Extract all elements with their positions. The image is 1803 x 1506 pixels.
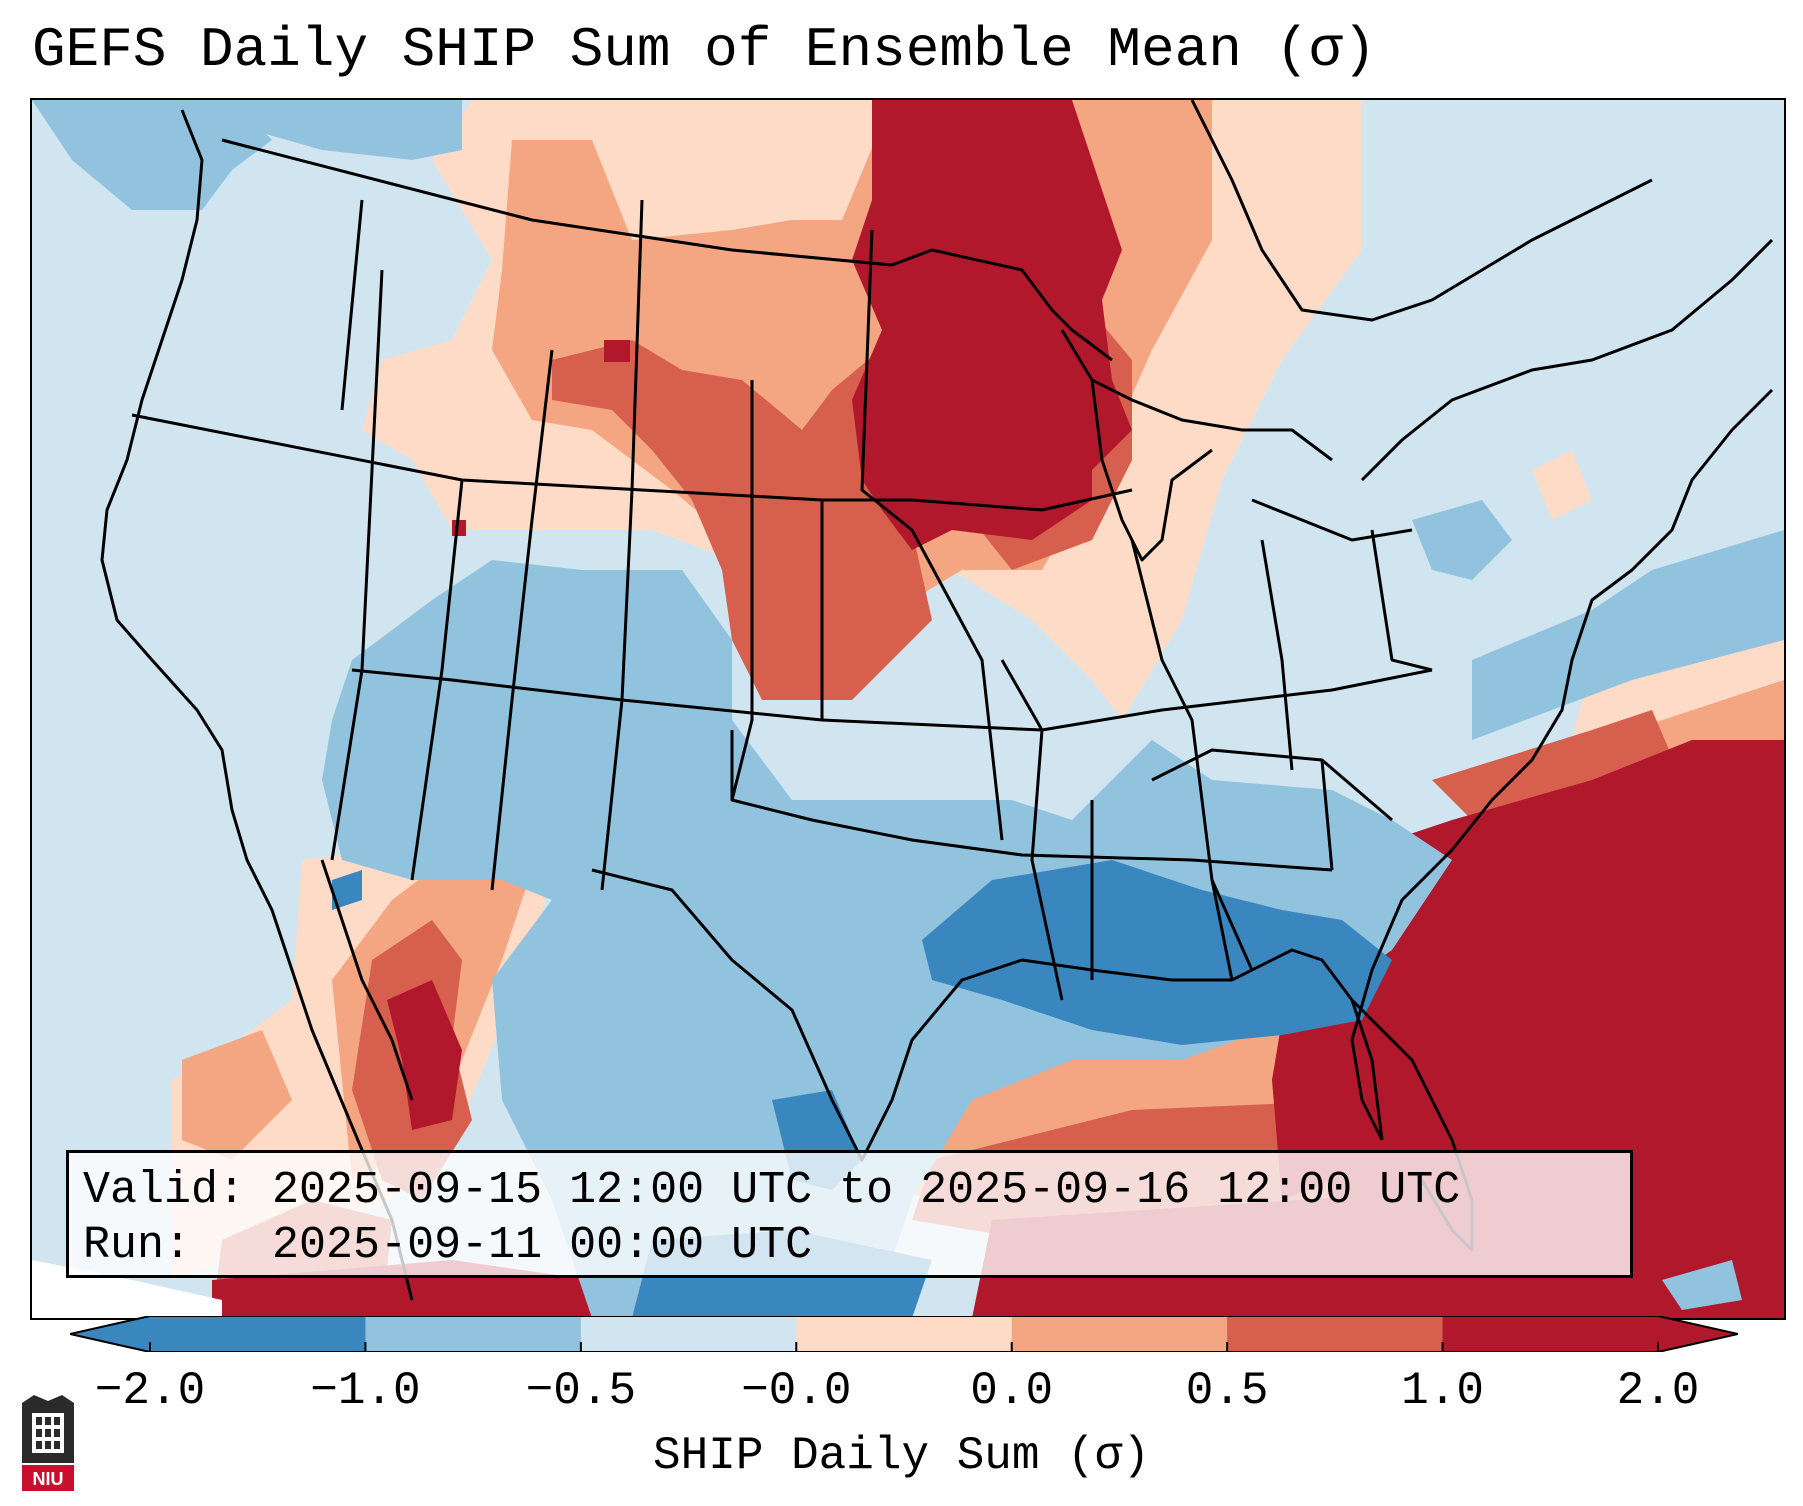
colorbar: [69, 1315, 1739, 1353]
colorbar-label: SHIP Daily Sum (σ): [653, 1430, 1150, 1482]
valid-row: Valid: 2025-09-15 12:00 UTC to 2025-09-1…: [83, 1163, 1616, 1218]
colorbar-extend-high: [1658, 1316, 1738, 1352]
colorbar-tick-label: −1.0: [310, 1365, 421, 1417]
colorbar-segment: [1011, 1316, 1228, 1352]
valid-text: 2025-09-15 12:00 UTC to 2025-09-16 12:00…: [272, 1165, 1461, 1216]
colorbar-tick-label: −0.0: [741, 1365, 852, 1417]
info-box: Valid: 2025-09-15 12:00 UTC to 2025-09-1…: [66, 1150, 1633, 1278]
colorbar-segment: [580, 1316, 797, 1352]
run-row: Run: 2025-09-11 00:00 UTC: [83, 1218, 1616, 1273]
colorbar-segment: [796, 1316, 1013, 1352]
colorbar-tick-label: 0.5: [1185, 1365, 1269, 1417]
niu-logo: NIU: [20, 1393, 76, 1493]
colorbar-extend-low: [70, 1316, 150, 1352]
valid-label: Valid:: [83, 1165, 246, 1216]
run-text: 2025-09-11 00:00 UTC: [272, 1220, 813, 1271]
map-title: GEFS Daily SHIP Sum of Ensemble Mean (σ): [32, 18, 1377, 82]
logo-text: NIU: [33, 1469, 64, 1489]
colorbar-tick-label: 2.0: [1616, 1365, 1700, 1417]
map-panel: [30, 98, 1786, 1320]
colorbar-segment: [1442, 1316, 1659, 1352]
colorbar-segment: [150, 1316, 366, 1352]
colorbar-tick-label: 0.0: [970, 1365, 1054, 1417]
colorbar-segment: [365, 1316, 582, 1352]
run-label: Run:: [83, 1220, 192, 1271]
colorbar-tick-label: 1.0: [1401, 1365, 1484, 1417]
borders: [100, 100, 1774, 1301]
field-medium-blue: [32, 100, 1784, 1318]
colorbar-segment: [1227, 1316, 1444, 1352]
colorbar-tick-label: −0.5: [525, 1365, 637, 1417]
colorbar-tick-label: −2.0: [94, 1365, 206, 1417]
